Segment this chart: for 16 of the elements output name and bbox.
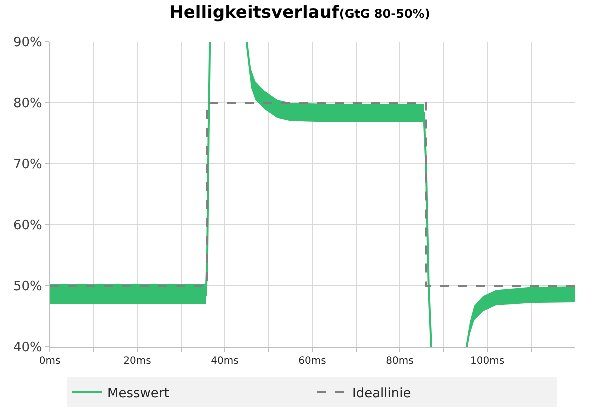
x-tick-label: 60ms bbox=[298, 356, 326, 367]
legend-label: Messwert bbox=[108, 386, 170, 402]
x-tick-label: 0ms bbox=[39, 356, 61, 367]
y-tick-label: 60% bbox=[13, 218, 42, 234]
y-tick-label: 50% bbox=[13, 280, 42, 295]
legend-label: Ideallinie bbox=[352, 386, 412, 402]
chart-subtitle: (GtG 80-50%) bbox=[339, 7, 430, 22]
y-tick-label: 80% bbox=[13, 96, 42, 112]
chart-title: Helligkeitsverlauf bbox=[170, 3, 340, 24]
x-tick-label: 20ms bbox=[124, 356, 152, 367]
x-tick-label: 100ms bbox=[470, 356, 505, 367]
y-tick-label: 40% bbox=[13, 340, 42, 356]
y-tick-label: 90% bbox=[13, 36, 42, 51]
x-tick-label: 40ms bbox=[211, 356, 239, 367]
x-tick-label: 80ms bbox=[386, 356, 414, 367]
y-tick-label: 70% bbox=[13, 158, 42, 173]
